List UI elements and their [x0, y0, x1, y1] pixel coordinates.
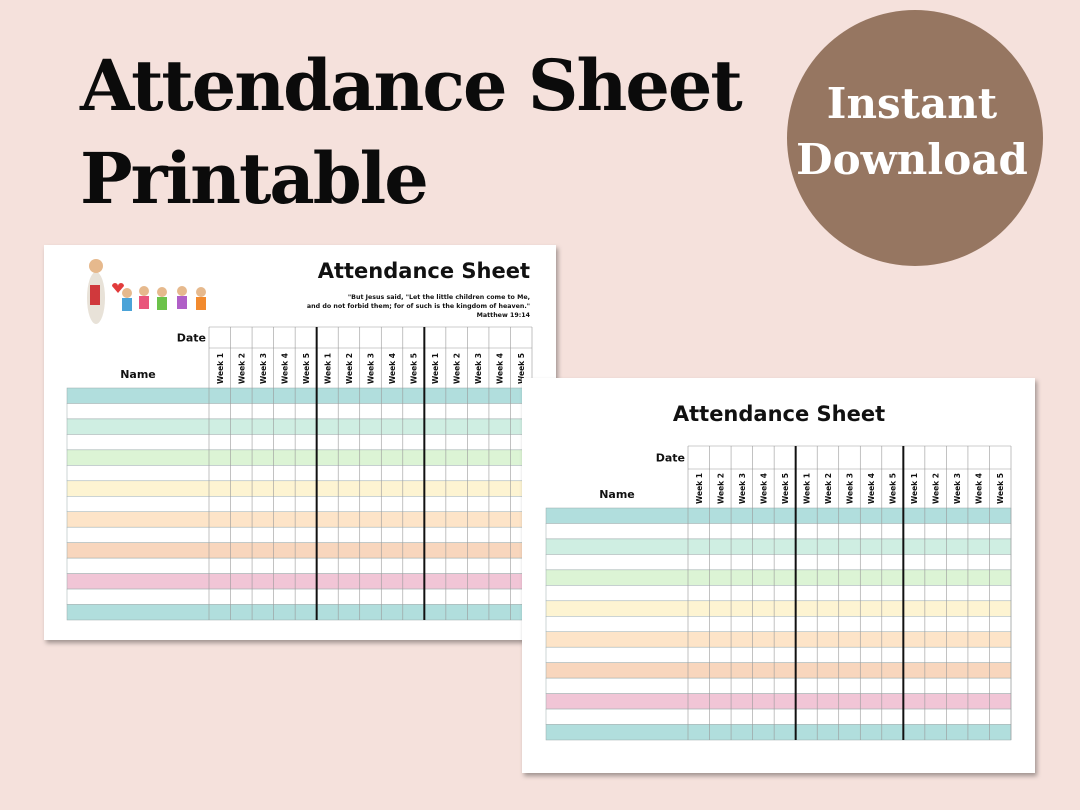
- week-label: Week 5: [781, 473, 790, 504]
- table-row: [545, 554, 1012, 571]
- table-row: [66, 588, 533, 605]
- clip-art: [87, 259, 206, 324]
- table-row: [66, 480, 533, 497]
- date-label: Date: [177, 332, 206, 345]
- week-label: Week 4: [867, 473, 876, 504]
- week-label: Week 3: [474, 353, 483, 384]
- table-row: [66, 557, 533, 574]
- heading-line: Attendance Sheet: [79, 44, 742, 127]
- week-label: Week 4: [280, 353, 289, 384]
- quote-line: Matthew 19:14: [477, 312, 531, 319]
- table-row: [66, 434, 533, 451]
- table-row: [66, 573, 533, 590]
- week-label: Week 3: [738, 473, 747, 504]
- week-label: Week 1: [323, 353, 332, 384]
- table-row: [545, 662, 1012, 679]
- table-row: [545, 600, 1012, 617]
- name-label: Name: [120, 368, 156, 381]
- table-row: [545, 646, 1012, 663]
- table-row: [66, 418, 533, 435]
- badge-text: Instant: [827, 79, 998, 128]
- week-label: Week 5: [996, 473, 1005, 504]
- table-row: [545, 538, 1012, 555]
- table-row: [545, 724, 1012, 741]
- table-row: [66, 449, 533, 466]
- name-label: Name: [599, 488, 635, 501]
- week-label: Week 5: [517, 353, 526, 384]
- table-row: [66, 465, 533, 482]
- week-label: Week 5: [302, 353, 311, 384]
- table-row: [66, 526, 533, 543]
- week-label: Week 4: [759, 473, 768, 504]
- week-label: Week 4: [388, 353, 397, 384]
- week-label: Week 2: [716, 473, 725, 504]
- week-label: Week 1: [431, 353, 440, 384]
- table-row: [66, 496, 533, 512]
- sheet: Attendance Sheet "But Jesus said, "Let t…: [44, 245, 556, 640]
- table-row: [66, 511, 533, 528]
- week-label: Week 3: [367, 353, 376, 384]
- quote-line: "But Jesus said, "Let the little childre…: [348, 294, 530, 301]
- week-label: Week 2: [824, 473, 833, 504]
- week-label: Week 2: [453, 353, 462, 384]
- quote-line: and do not forbid them; for of such is t…: [307, 303, 530, 310]
- week-label: Week 1: [216, 353, 225, 384]
- table-row: [545, 693, 1012, 710]
- table-row: [66, 542, 533, 559]
- week-label: Week 2: [237, 353, 246, 384]
- week-label: Week 4: [975, 473, 984, 504]
- table-row: [66, 604, 533, 621]
- week-label: Week 3: [953, 473, 962, 504]
- table-row: [545, 585, 1012, 602]
- table-row: [545, 708, 1012, 725]
- week-label: Week 2: [345, 353, 354, 384]
- week-label: Week 1: [695, 473, 704, 504]
- week-label: Week 4: [496, 353, 505, 384]
- week-label: Week 5: [889, 473, 898, 504]
- badge-circle: [787, 10, 1043, 266]
- badge-text: Download: [796, 135, 1028, 184]
- table-row: [66, 403, 533, 420]
- week-label: Week 3: [259, 353, 268, 384]
- sheet-title: Attendance Sheet: [673, 402, 885, 426]
- week-label: Week 1: [910, 473, 919, 504]
- week-label: Week 2: [932, 473, 941, 504]
- week-label: Week 3: [846, 473, 855, 504]
- date-label: Date: [656, 452, 685, 465]
- table-row: [545, 569, 1012, 586]
- table-row: [545, 677, 1012, 694]
- table-row: [545, 616, 1012, 632]
- table-row: [545, 507, 1012, 524]
- table-row: [545, 631, 1012, 648]
- table-row: [66, 387, 533, 404]
- week-label: Week 5: [410, 353, 419, 384]
- table-row: [545, 523, 1012, 540]
- week-label: Week 1: [802, 473, 811, 504]
- sheet-title: Attendance Sheet: [318, 259, 530, 283]
- sheet: Attendance Sheet Week 1 Week 2 Week 3 Week …: [522, 378, 1035, 773]
- heading-line: Printable: [80, 137, 427, 220]
